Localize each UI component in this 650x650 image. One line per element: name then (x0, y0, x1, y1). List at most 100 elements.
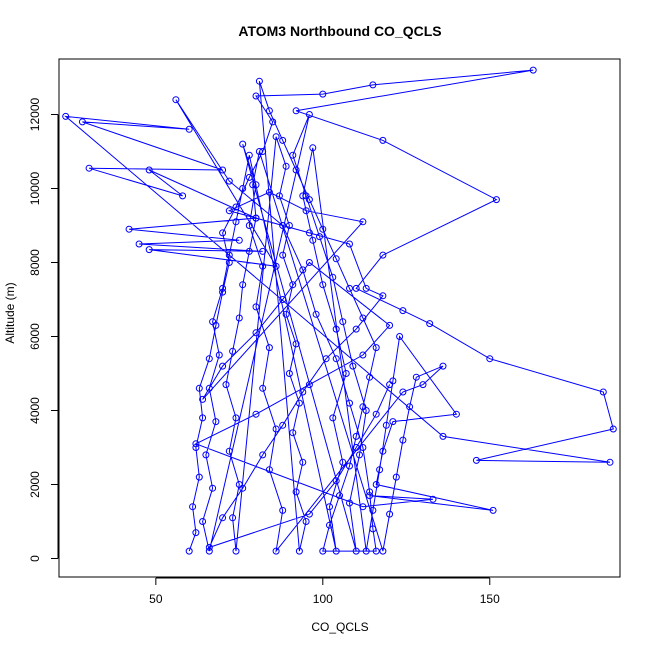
data-point (299, 266, 307, 274)
data-point (219, 284, 227, 292)
data-point (362, 547, 370, 555)
data-point (359, 218, 367, 226)
data-point (225, 207, 233, 215)
data-point (225, 177, 233, 185)
data-point (199, 395, 207, 403)
data-point (346, 284, 353, 292)
data-point (272, 547, 280, 555)
data-point (319, 281, 327, 289)
data-point (272, 425, 280, 433)
data-point (252, 410, 260, 418)
data-point (222, 381, 230, 389)
data-point (316, 233, 323, 241)
x-tick-label: 100 (313, 592, 333, 606)
data-point (302, 207, 310, 215)
data-point (235, 314, 243, 322)
data-point (295, 547, 303, 555)
data-point (145, 246, 153, 254)
data-point (305, 229, 313, 237)
data-point (279, 296, 287, 303)
data-point (232, 218, 240, 226)
data-point (346, 240, 353, 248)
y-tick-label: 10000 (28, 171, 42, 205)
data-point (362, 407, 370, 414)
data-point (439, 432, 447, 440)
data-point (252, 303, 260, 311)
data-point (282, 162, 290, 170)
data-point (359, 351, 367, 359)
data-point (179, 192, 187, 200)
data-point (352, 547, 360, 555)
data-point (255, 77, 263, 85)
chart-title: ATOM3 Northbound CO_QCLS (238, 23, 441, 39)
data-point (299, 388, 307, 396)
data-point (366, 488, 374, 496)
data-point (379, 547, 387, 555)
data-point (209, 318, 217, 326)
data-point (249, 181, 257, 189)
data-point (252, 181, 260, 189)
data-point (389, 418, 397, 426)
data-point (225, 259, 233, 266)
data-point (225, 251, 233, 259)
data-point (379, 251, 387, 259)
y-tick-label: 0 (28, 555, 42, 562)
data-point (329, 273, 337, 281)
data-layer (62, 66, 617, 555)
x-tick-label: 150 (480, 592, 500, 606)
data-point (272, 262, 280, 270)
data-point (192, 440, 200, 448)
data-point (289, 429, 297, 437)
data-point (332, 325, 340, 333)
data-point (305, 510, 313, 518)
data-point (232, 547, 240, 555)
y-tick-label: 8000 (28, 249, 42, 276)
data-point (352, 444, 360, 451)
data-point (346, 399, 353, 407)
data-point (239, 185, 247, 192)
data-point (185, 125, 193, 133)
data-point (289, 151, 297, 159)
data-point (299, 458, 307, 466)
data-point (372, 547, 380, 555)
data-point (606, 458, 614, 466)
data-point (359, 444, 367, 451)
data-point (352, 284, 360, 292)
data-point (399, 388, 407, 396)
data-point (382, 421, 390, 429)
data-point (215, 351, 223, 359)
data-point (492, 196, 500, 204)
data-point (332, 547, 340, 555)
data-point (326, 521, 333, 529)
data-point (399, 436, 407, 444)
data-point (339, 318, 347, 326)
data-point (386, 381, 394, 389)
data-point (205, 384, 213, 392)
data-point (192, 444, 200, 451)
data-point (309, 144, 317, 152)
data-point (366, 373, 374, 381)
data-point (239, 484, 247, 492)
data-point (426, 320, 434, 328)
data-point (199, 518, 207, 525)
data-point (205, 543, 213, 551)
data-point (78, 118, 86, 126)
data-point (292, 166, 300, 174)
data-point (269, 118, 277, 126)
data-point (205, 355, 213, 363)
data-point (356, 451, 363, 459)
data-point (386, 321, 394, 329)
data-point (346, 499, 353, 507)
data-point (259, 451, 267, 459)
data-point (386, 510, 394, 518)
data-point (336, 492, 343, 500)
data-point (259, 262, 267, 270)
data-point (379, 136, 387, 144)
data-point (212, 418, 220, 426)
data-point (235, 236, 243, 244)
data-point (259, 384, 267, 392)
data-point (302, 518, 310, 525)
data-point (85, 164, 93, 172)
data-point (125, 225, 133, 233)
data-point (195, 473, 203, 481)
